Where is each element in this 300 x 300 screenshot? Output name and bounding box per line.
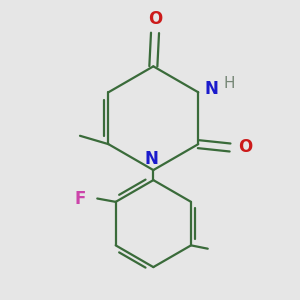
Text: N: N: [145, 150, 159, 168]
Text: H: H: [224, 76, 235, 92]
Text: O: O: [238, 139, 253, 157]
Text: F: F: [74, 190, 85, 208]
Text: O: O: [148, 10, 162, 28]
Text: N: N: [205, 80, 219, 98]
